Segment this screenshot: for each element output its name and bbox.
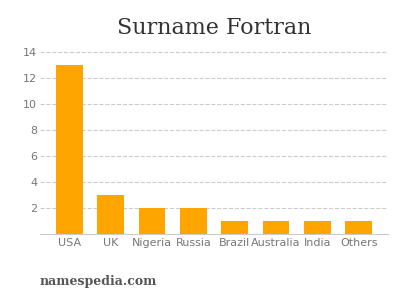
Bar — [56, 64, 83, 234]
Bar — [304, 221, 331, 234]
Bar — [138, 208, 166, 234]
Bar — [180, 208, 207, 234]
Title: Surname Fortran: Surname Fortran — [117, 17, 311, 39]
Bar — [345, 221, 372, 234]
Bar — [221, 221, 248, 234]
Bar — [262, 221, 290, 234]
Text: namespedia.com: namespedia.com — [40, 275, 157, 288]
Bar — [97, 195, 124, 234]
